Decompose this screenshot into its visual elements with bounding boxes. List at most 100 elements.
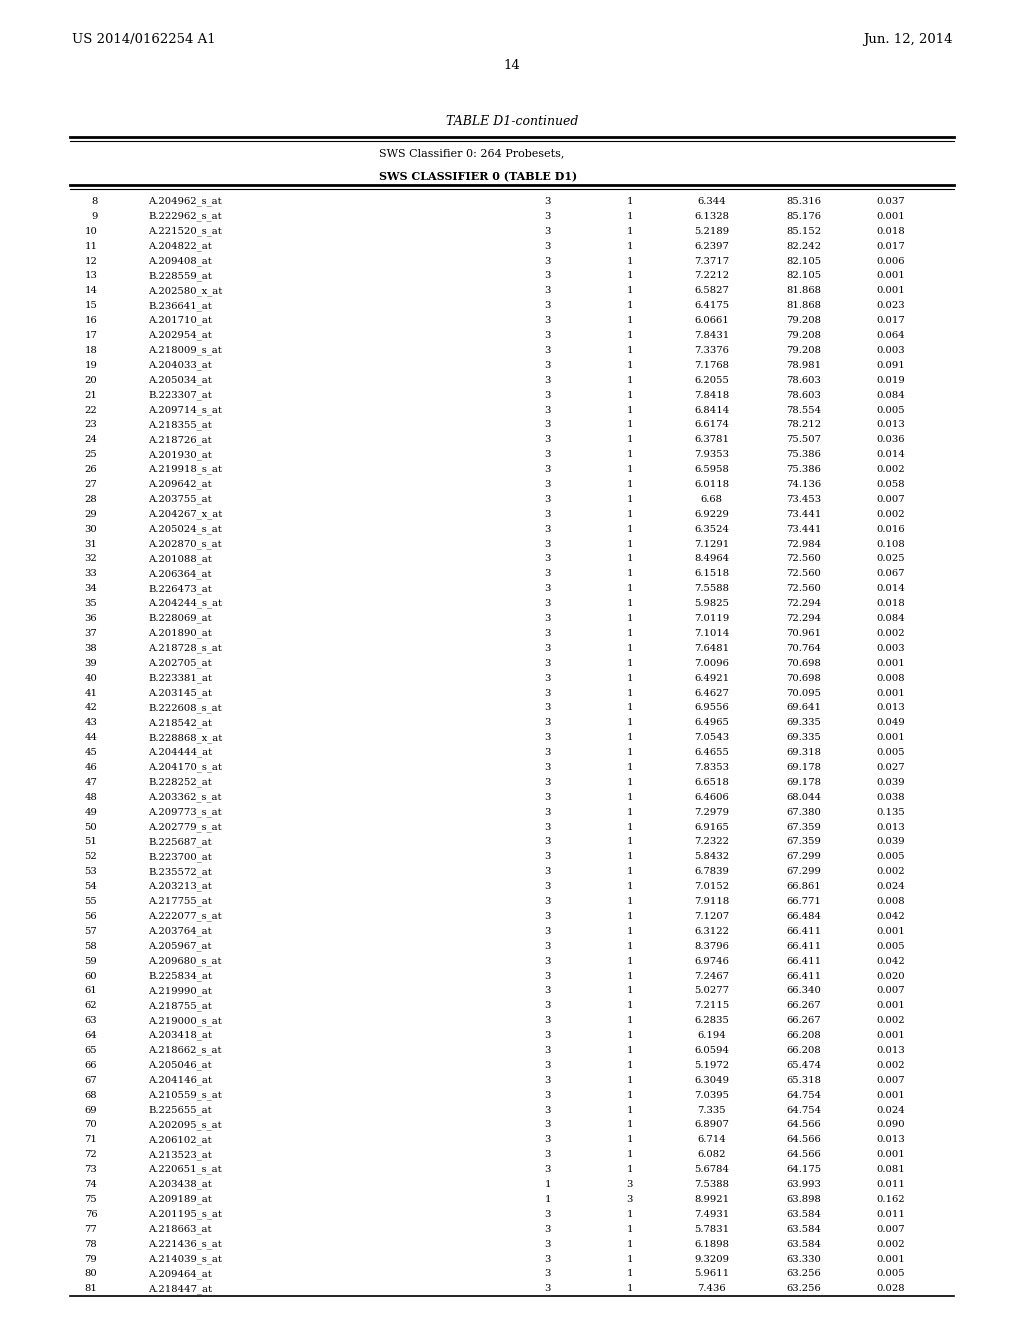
Text: 37: 37	[85, 628, 97, 638]
Text: 6.5827: 6.5827	[694, 286, 729, 296]
Text: 0.001: 0.001	[877, 286, 905, 296]
Text: 65.318: 65.318	[786, 1076, 821, 1085]
Text: B.223307_at: B.223307_at	[148, 391, 212, 400]
Text: 1: 1	[627, 1284, 633, 1294]
Text: 1: 1	[627, 822, 633, 832]
Text: 18: 18	[84, 346, 97, 355]
Text: 0.028: 0.028	[877, 1284, 905, 1294]
Text: 0.013: 0.013	[877, 1135, 905, 1144]
Text: 7.9118: 7.9118	[694, 898, 729, 906]
Text: 6.8414: 6.8414	[694, 405, 729, 414]
Text: TABLE D1-continued: TABLE D1-continued	[445, 115, 579, 128]
Text: 3: 3	[545, 1225, 551, 1234]
Text: 0.002: 0.002	[877, 1239, 905, 1249]
Text: 0.001: 0.001	[877, 689, 905, 697]
Text: 0.013: 0.013	[877, 822, 905, 832]
Text: 1: 1	[627, 1270, 633, 1278]
Text: 75.386: 75.386	[786, 465, 821, 474]
Text: 0.024: 0.024	[877, 882, 905, 891]
Text: 7.2467: 7.2467	[694, 972, 729, 981]
Text: A.202870_s_at: A.202870_s_at	[148, 539, 222, 549]
Text: 46: 46	[85, 763, 97, 772]
Text: 25: 25	[85, 450, 97, 459]
Text: A.203213_at: A.203213_at	[148, 882, 212, 891]
Text: A.204170_s_at: A.204170_s_at	[148, 763, 222, 772]
Text: 73: 73	[85, 1166, 97, 1173]
Text: 0.006: 0.006	[877, 256, 905, 265]
Text: 5.9611: 5.9611	[694, 1270, 729, 1278]
Text: 6.68: 6.68	[700, 495, 723, 504]
Text: 55: 55	[85, 898, 97, 906]
Text: 3: 3	[545, 436, 551, 445]
Text: A.218009_s_at: A.218009_s_at	[148, 346, 222, 355]
Text: 58: 58	[85, 941, 97, 950]
Text: 6.4175: 6.4175	[694, 301, 729, 310]
Text: 1: 1	[627, 628, 633, 638]
Text: 0.001: 0.001	[877, 659, 905, 668]
Text: 1: 1	[627, 376, 633, 384]
Text: SWS CLASSIFIER 0 (TABLE D1): SWS CLASSIFIER 0 (TABLE D1)	[379, 172, 577, 182]
Text: 7.2979: 7.2979	[694, 808, 729, 817]
Text: 66.861: 66.861	[786, 882, 821, 891]
Text: 3: 3	[545, 540, 551, 549]
Text: A.204033_at: A.204033_at	[148, 360, 212, 370]
Text: 11: 11	[84, 242, 97, 251]
Text: 0.003: 0.003	[877, 644, 905, 653]
Text: 66.208: 66.208	[786, 1031, 821, 1040]
Text: B.222608_s_at: B.222608_s_at	[148, 704, 222, 713]
Text: 3: 3	[545, 1135, 551, 1144]
Text: 76: 76	[85, 1210, 97, 1218]
Text: 79.208: 79.208	[786, 346, 821, 355]
Text: 1: 1	[627, 272, 633, 280]
Text: 6.0661: 6.0661	[694, 317, 729, 325]
Text: 0.018: 0.018	[877, 599, 905, 609]
Text: 1: 1	[627, 524, 633, 533]
Text: 1: 1	[627, 733, 633, 742]
Text: B.223381_at: B.223381_at	[148, 673, 212, 682]
Text: 1: 1	[627, 1061, 633, 1071]
Text: 1: 1	[627, 1150, 633, 1159]
Text: 3: 3	[545, 1016, 551, 1026]
Text: 6.082: 6.082	[697, 1150, 726, 1159]
Text: A.218542_at: A.218542_at	[148, 718, 212, 727]
Text: 1: 1	[627, 1210, 633, 1218]
Text: 67: 67	[85, 1076, 97, 1085]
Text: 7.0119: 7.0119	[694, 614, 729, 623]
Text: 72.560: 72.560	[786, 569, 821, 578]
Text: 63.584: 63.584	[786, 1239, 821, 1249]
Text: 1: 1	[627, 837, 633, 846]
Text: 41: 41	[84, 689, 97, 697]
Text: 81.868: 81.868	[786, 301, 821, 310]
Text: 5.1972: 5.1972	[694, 1061, 729, 1071]
Text: 42: 42	[84, 704, 97, 713]
Text: 6.9229: 6.9229	[694, 510, 729, 519]
Text: 78.212: 78.212	[786, 420, 821, 429]
Text: 7.2115: 7.2115	[694, 1002, 729, 1010]
Text: 0.108: 0.108	[877, 540, 905, 549]
Text: 3: 3	[545, 644, 551, 653]
Text: 48: 48	[84, 793, 97, 801]
Text: 67.299: 67.299	[786, 853, 821, 862]
Text: 0.019: 0.019	[877, 376, 905, 384]
Text: 27: 27	[85, 480, 97, 488]
Text: 3: 3	[545, 986, 551, 995]
Text: 64.566: 64.566	[786, 1121, 821, 1130]
Text: 7.2322: 7.2322	[694, 837, 729, 846]
Text: 1: 1	[627, 242, 633, 251]
Text: 3: 3	[545, 793, 551, 801]
Text: 3: 3	[545, 213, 551, 220]
Text: 72.984: 72.984	[786, 540, 821, 549]
Text: 3: 3	[545, 242, 551, 251]
Text: 3: 3	[545, 718, 551, 727]
Text: A.209464_at: A.209464_at	[148, 1269, 212, 1279]
Text: B.228069_at: B.228069_at	[148, 614, 212, 623]
Text: 3: 3	[545, 524, 551, 533]
Text: 7.4931: 7.4931	[694, 1210, 729, 1218]
Text: 3: 3	[545, 628, 551, 638]
Text: 78: 78	[85, 1239, 97, 1249]
Text: 7.0152: 7.0152	[694, 882, 729, 891]
Text: 3: 3	[545, 465, 551, 474]
Text: 0.014: 0.014	[877, 585, 905, 593]
Text: A.202095_s_at: A.202095_s_at	[148, 1121, 222, 1130]
Text: 6.1328: 6.1328	[694, 213, 729, 220]
